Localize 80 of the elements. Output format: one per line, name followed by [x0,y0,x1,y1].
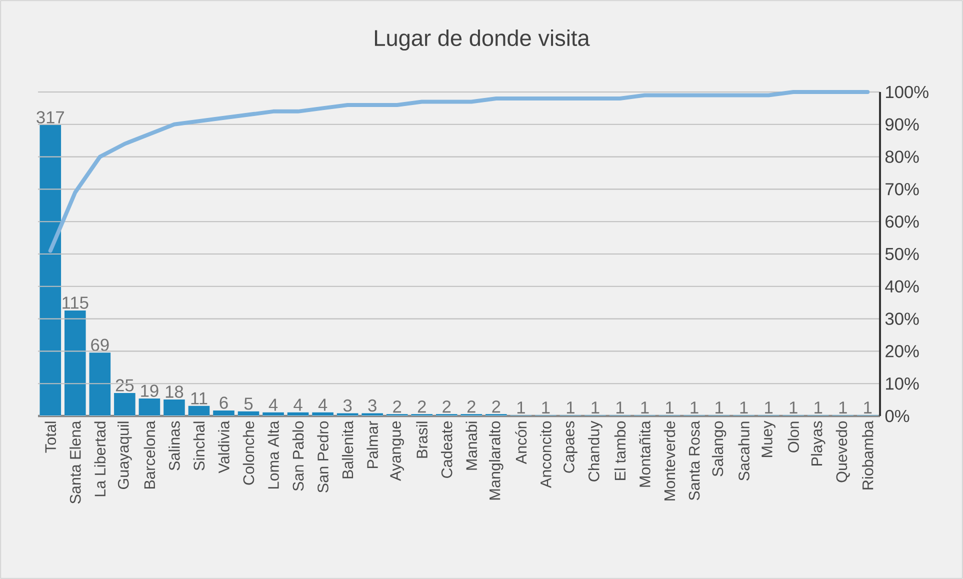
x-tick-label: Brasil [416,422,428,458]
data-label: 1 [814,402,822,414]
data-label: 2 [492,400,500,413]
data-label: 2 [418,400,426,413]
x-tick-label: Santa Elena [70,420,81,504]
y2-tick-label: 50% [885,248,919,260]
x-tick-label: Santa Rosa [688,420,700,500]
x-tick-label: Monteverde [664,421,676,500]
x-tick-label: La Libertad [94,422,106,496]
data-label: 1 [864,402,872,414]
x-tick-label: El tambo [614,421,626,480]
x-tick-label: Quevedo [836,421,850,482]
data-label: 1 [616,402,624,414]
y2-tick-label: 70% [886,183,919,196]
data-label: 1 [740,402,748,414]
data-label: 4 [318,398,328,411]
x-tick-label: Colonche [242,421,254,485]
data-label: 1 [517,402,525,414]
x-tick-label: Anconcito [540,421,552,488]
x-tick-label: Montañita [639,420,650,487]
x-tick-label: Guayaquil [118,422,132,489]
x-tick-label: San Pedro [317,421,328,492]
x-tick-label: Muey [762,420,776,457]
data-label: 317 [36,111,64,124]
x-tick-label: Playas [810,421,826,466]
x-tick-label: Manabi [466,422,478,470]
chart-title: Lugar de donde visita [374,29,590,51]
data-label: 1 [542,402,550,414]
x-tick-label: Chanduy [588,420,602,482]
x-tick-label: Total [44,422,56,453]
y2-tick-label: 90% [886,118,919,131]
x-tick-label: Loma Alta [268,420,279,488]
data-label: 18 [166,386,184,398]
x-tick-label: Palmar [366,420,378,468]
data-label: 19 [141,384,158,397]
data-label: 6 [220,396,228,409]
x-tick-label: Sacahun [738,422,750,481]
data-label: 2 [393,400,402,413]
y2-tick-label: 30% [885,312,919,325]
data-label: 1 [690,402,698,414]
data-label: 1 [666,402,674,414]
data-label: 2 [467,400,476,413]
x-tick-label: San Pablo [292,421,304,491]
x-tick-label: Ayangue [390,421,404,481]
data-label: 1 [716,402,724,414]
y2-tick-label: 100% [886,86,928,98]
data-label: 1 [765,402,773,414]
data-label: 5 [244,398,253,410]
x-tick-label: Capaes [564,421,578,473]
data-label: 69 [91,338,109,352]
data-label: 2 [442,400,451,413]
x-tick-label: Salango [712,421,726,476]
y2-tick-label: 40% [885,280,919,293]
x-tick-label: Salinas [168,421,180,470]
data-label: 115 [62,296,88,309]
x-tick-label: Cadeate [441,421,452,478]
y2-tick-label: 10% [886,377,919,390]
data-label: 3 [343,399,352,412]
x-tick-label: Riobamba [862,420,874,490]
data-label: 1 [566,402,574,414]
data-label: 4 [268,398,278,411]
x-tick-label: Manglaralto [489,421,504,500]
data-label: 25 [116,379,134,392]
x-tick-label: Olon [788,422,799,452]
y2-tick-label: 20% [886,345,919,358]
data-label: 3 [368,399,376,412]
data-label: 11 [191,392,208,404]
x-tick-label: Valdivia [218,420,230,474]
x-tick-label: Ballenita [342,420,354,478]
x-tick-label: Ancón [515,422,527,464]
data-label: 1 [790,402,798,414]
y2-tick-label: 80% [885,150,919,163]
y2-tick-label: 60% [886,215,919,228]
y2-tick-label: 0% [885,410,910,422]
data-label: 4 [294,398,302,411]
data-label: 1 [839,402,847,414]
data-label: 1 [592,402,600,414]
x-tick-label: Barcelona [144,420,156,488]
x-tick-label: Sinchal [193,422,205,470]
data-label: 1 [641,402,649,414]
